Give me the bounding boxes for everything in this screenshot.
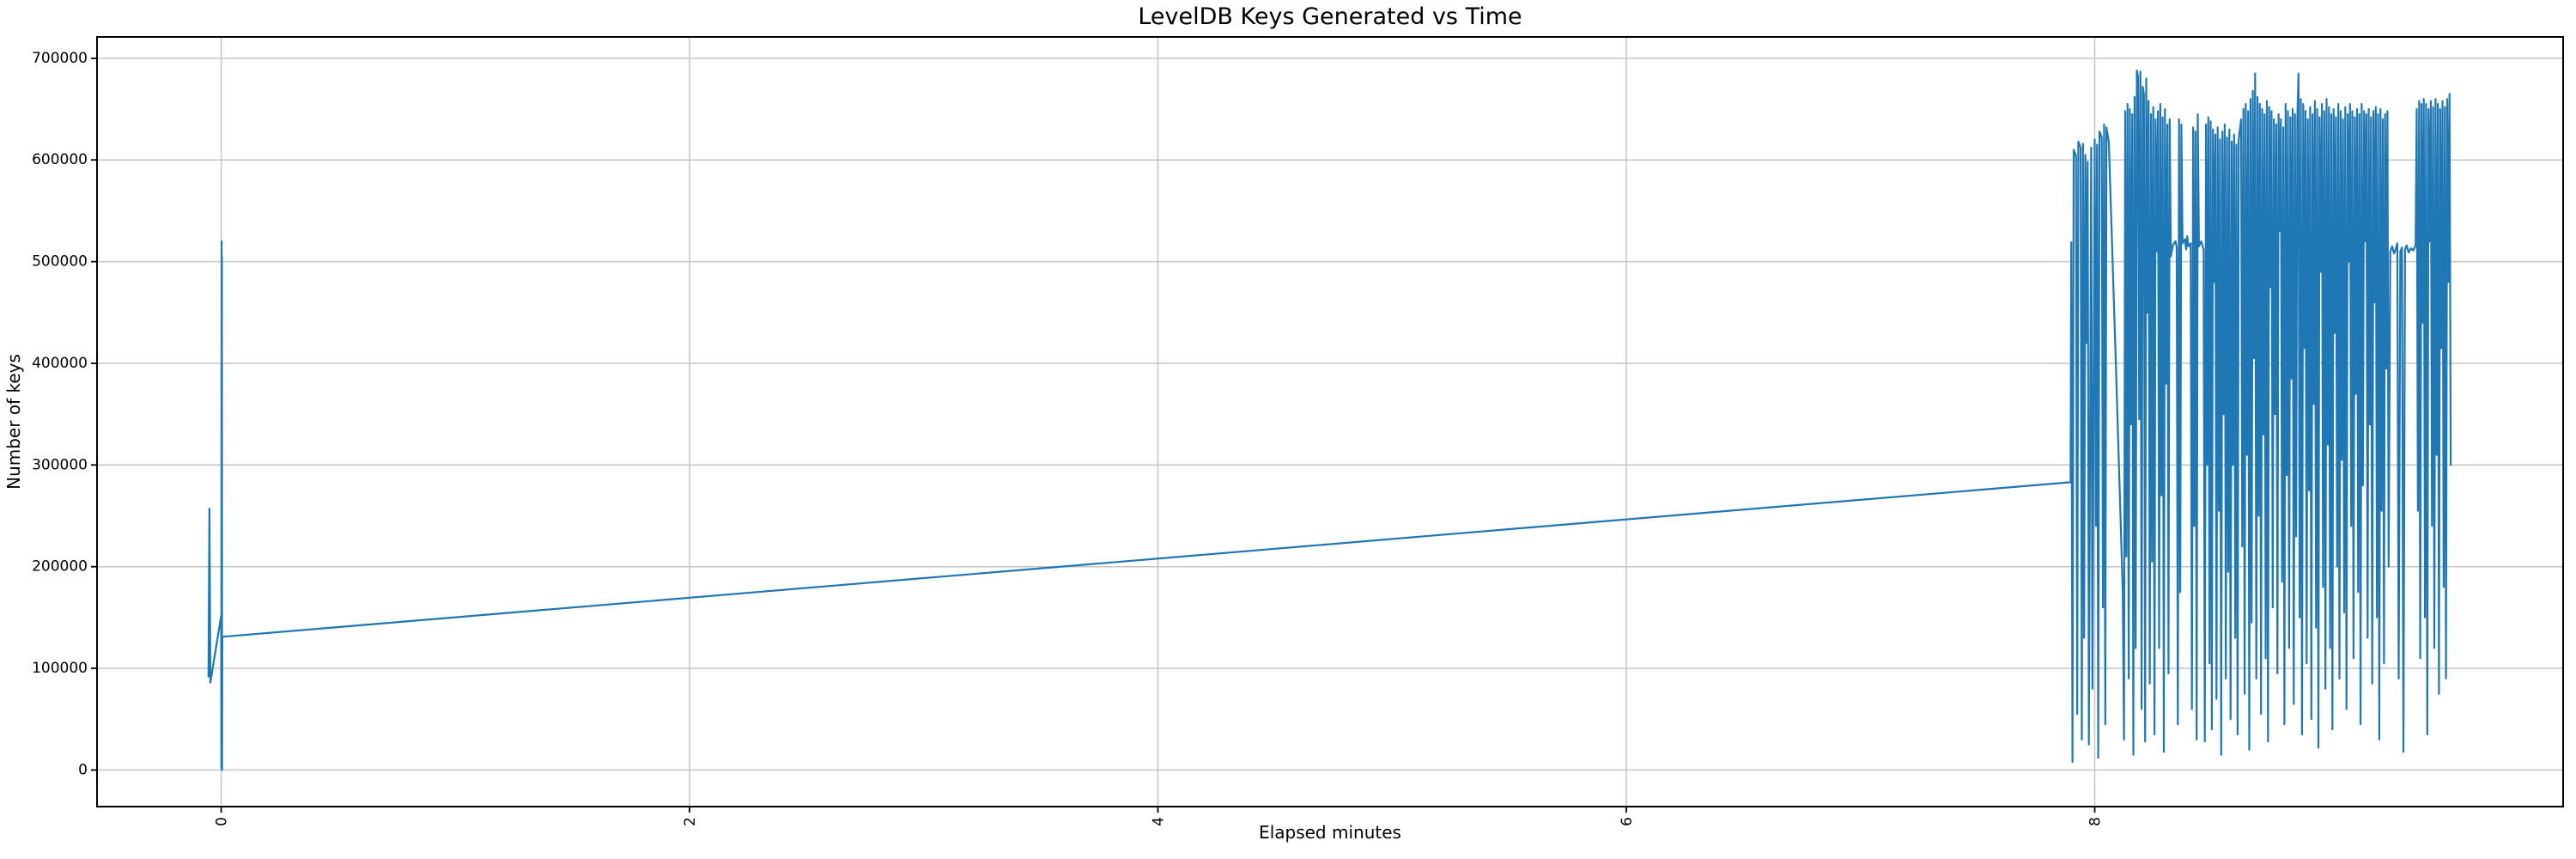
y-tick-label: 500000	[32, 253, 88, 271]
chart-title: LevelDB Keys Generated vs Time	[1138, 3, 1522, 30]
x-tick-label: 4	[1151, 817, 1168, 826]
y-tick-label: 300000	[32, 456, 88, 473]
x-tick-label: 0	[214, 817, 231, 826]
y-tick-label: 0	[78, 761, 88, 778]
x-tick-label: 6	[1619, 817, 1636, 826]
plot-border	[96, 36, 2564, 807]
y-tick-label: 700000	[32, 50, 88, 67]
data-line	[207, 69, 2452, 771]
x-tick-label: 2	[682, 817, 699, 826]
y-tick-label: 400000	[32, 355, 88, 372]
y-tick-label: 600000	[32, 151, 88, 168]
y-tick-label: 100000	[32, 660, 88, 677]
x-tick-label: 8	[2087, 817, 2105, 826]
y-tick-label: 200000	[32, 558, 88, 576]
x-axis-label: Elapsed minutes	[1259, 822, 1401, 843]
